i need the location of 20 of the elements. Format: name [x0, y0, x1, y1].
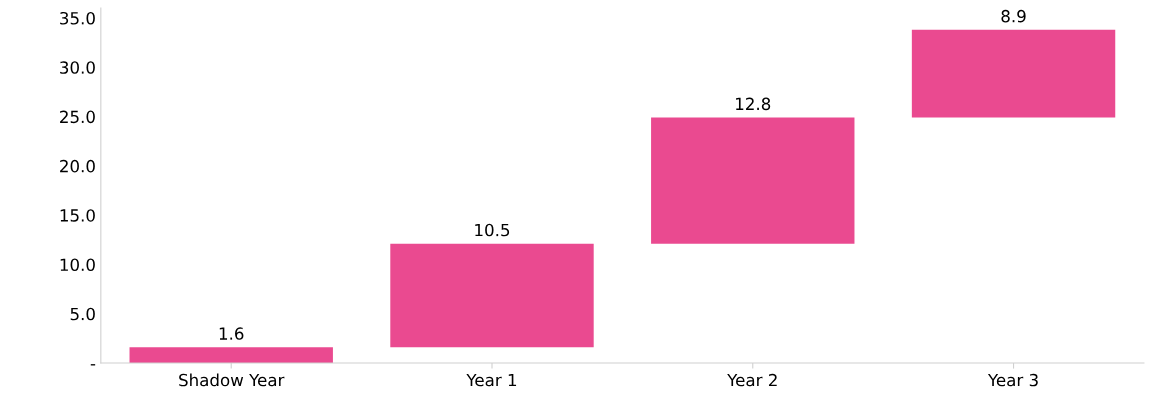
data-label: 1.6: [219, 327, 244, 340]
x-tick-label: Year 3: [987, 373, 1038, 387]
y-tick-label: 10.0: [60, 258, 95, 272]
x-tick-label: Shadow Year: [179, 373, 285, 387]
y-tick-label: 15.0: [60, 209, 95, 222]
bar: [129, 347, 333, 364]
y-tick-label: -: [90, 364, 96, 366]
bar: [651, 117, 855, 244]
x-tick-label: Year 1: [466, 373, 517, 387]
y-tick-label: 5.0: [70, 307, 95, 321]
y-tick-label: 20.0: [60, 159, 95, 173]
data-label: 12.8: [736, 97, 771, 111]
data-label: 10.5: [475, 223, 510, 237]
data-label: 8.9: [1001, 9, 1026, 23]
y-tick-label: 30.0: [60, 61, 95, 74]
bar: [390, 243, 594, 348]
y-tick-label: 35.0: [60, 11, 95, 25]
y-tick-label: 25.0: [60, 110, 95, 124]
bar: [911, 29, 1116, 118]
x-tick-label: Year 2: [727, 373, 777, 387]
